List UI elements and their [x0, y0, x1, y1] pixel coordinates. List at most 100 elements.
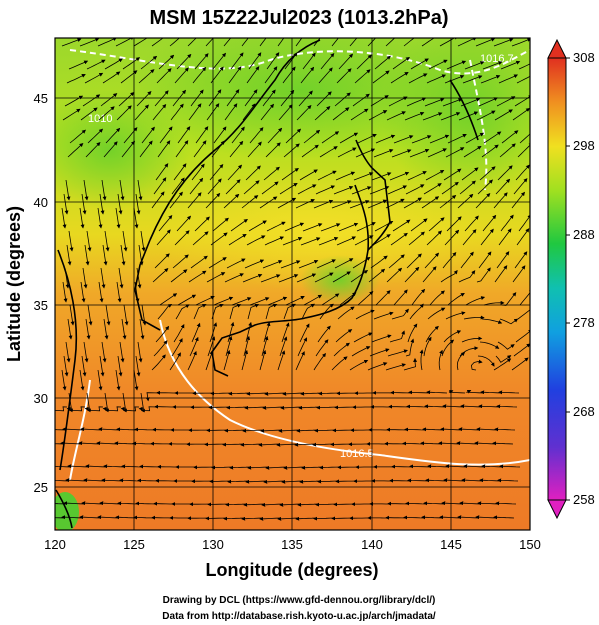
wind-streamline — [444, 75, 465, 84]
wind-streamline — [477, 179, 493, 195]
wind-streamline — [407, 323, 418, 343]
wind-streamline — [225, 179, 241, 195]
wind-streamline — [135, 501, 157, 506]
colorbar-gradient — [547, 57, 567, 501]
wind-streamline — [284, 52, 298, 70]
wind-streamline — [295, 516, 317, 521]
wind-streamline — [67, 142, 84, 158]
wind-streamline — [445, 311, 466, 320]
wind-streamline — [387, 185, 408, 195]
wind-streamline — [206, 428, 228, 433]
wind-streamline — [463, 464, 485, 469]
wind-streamline — [240, 442, 262, 447]
wind-streamline — [134, 104, 149, 121]
wind-streamline — [247, 465, 269, 470]
wind-streamline — [206, 272, 226, 283]
wind-streamline — [211, 465, 233, 470]
wind-streamline — [67, 318, 73, 340]
wind-streamline — [405, 501, 427, 506]
colorbar-tick-label: 288 — [573, 227, 595, 242]
wind-streamline — [265, 465, 287, 470]
wind-streamline — [295, 38, 303, 47]
wind-streamline — [388, 96, 408, 107]
wind-streamline — [478, 97, 498, 107]
wind-streamline — [385, 363, 406, 371]
wind-streamline — [105, 127, 121, 144]
wind-streamline — [425, 478, 447, 483]
wind-streamline — [104, 406, 122, 413]
wind-streamline — [408, 390, 430, 395]
wind-streamline — [80, 281, 86, 303]
wind-streamline — [336, 236, 357, 246]
wind-streamline — [103, 318, 109, 340]
x-axis-ticks: 120 125 130 135 140 145 150 — [44, 537, 541, 552]
wind-streamline — [371, 334, 392, 343]
wind-streamline — [318, 391, 340, 396]
wind-streamline — [61, 207, 67, 229]
wind-streamline — [294, 442, 316, 447]
wind-streamline — [265, 142, 281, 158]
wind-streamline — [442, 98, 463, 107]
wind-streamline — [173, 323, 185, 343]
wind-streamline — [79, 38, 100, 47]
wind-streamline — [192, 231, 209, 246]
wind-streamline — [133, 207, 139, 229]
wind-streamline — [226, 405, 248, 410]
wind-streamline — [277, 516, 299, 521]
wind-streamline — [439, 515, 461, 520]
gridlines — [55, 38, 530, 530]
isobar-label-north: 1016.7 — [480, 53, 514, 65]
wind-streamline — [422, 266, 437, 283]
wind-streamline — [55, 429, 66, 431]
wind-streamline — [458, 427, 480, 432]
wind-streamline — [267, 296, 288, 306]
wind-streamline — [97, 515, 119, 520]
wind-streamline — [264, 66, 278, 84]
wind-streamline — [316, 259, 336, 269]
wind-streamline — [223, 349, 231, 371]
wind-streamline — [387, 349, 408, 357]
wind-streamline — [372, 70, 390, 84]
wind-streamline — [224, 103, 238, 121]
wind-streamline — [513, 343, 530, 357]
wind-streamline — [133, 38, 152, 47]
wind-streamline — [172, 254, 189, 269]
wind-streamline — [391, 308, 409, 320]
wind-streamline — [498, 228, 512, 246]
wind-streamline — [158, 54, 175, 70]
wind-streamline — [139, 318, 145, 340]
wind-streamline — [459, 180, 476, 195]
wind-streamline — [282, 391, 304, 396]
wind-streamline — [409, 464, 431, 469]
wind-streamline — [261, 502, 283, 507]
wind-streamline — [318, 67, 333, 84]
wind-streamline — [295, 199, 315, 209]
wind-streamline — [177, 126, 191, 144]
wind-streamline — [69, 129, 87, 144]
wind-streamline — [98, 427, 120, 432]
wind-streamline — [470, 359, 483, 371]
wind-streamline — [439, 38, 459, 47]
credit-data: Data from http://database.rish.kyoto-u.a… — [162, 611, 436, 622]
wind-streamline — [458, 111, 479, 121]
wind-streamline — [227, 479, 249, 484]
wind-streamline — [121, 140, 136, 158]
wind-streamline — [385, 198, 405, 209]
wind-streamline — [134, 281, 140, 303]
wind-streamline — [159, 293, 178, 306]
colorbar-tick-label: 278 — [573, 315, 595, 330]
wind-streamline — [264, 391, 286, 396]
wind-streamline — [209, 163, 224, 181]
wind-streamline — [222, 442, 244, 447]
wind-streamline — [279, 502, 301, 507]
wind-streamline — [480, 75, 501, 84]
wind-streamline — [121, 318, 127, 340]
wind-streamline — [60, 441, 82, 446]
wind-streamline — [266, 221, 286, 232]
wind-streamlines — [55, 38, 530, 521]
wind-streamline — [479, 341, 500, 349]
wind-streamline — [189, 336, 199, 357]
wind-streamline — [153, 177, 167, 195]
wind-streamline — [463, 145, 482, 158]
wind-streamline — [386, 111, 406, 121]
